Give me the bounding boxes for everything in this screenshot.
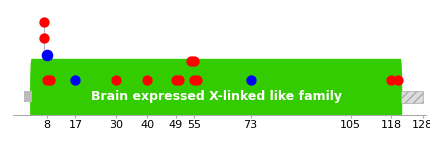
Text: Brain expressed X-linked like family: Brain expressed X-linked like family [91, 90, 342, 103]
Point [191, 60, 198, 62]
Point [175, 79, 182, 81]
Point [113, 79, 120, 81]
Point [144, 79, 151, 81]
Point [44, 79, 51, 81]
Point [191, 79, 198, 81]
Point [47, 79, 54, 81]
Bar [401, 91, 423, 103]
Point [388, 79, 395, 81]
Point [41, 37, 48, 40]
Point [194, 79, 201, 81]
Point [72, 79, 79, 81]
Point [172, 79, 179, 81]
Point [44, 54, 51, 56]
Bar [24, 91, 32, 102]
Point [41, 20, 48, 23]
FancyBboxPatch shape [30, 59, 402, 135]
Point [188, 60, 195, 62]
Point [247, 79, 254, 81]
Point [394, 79, 401, 81]
